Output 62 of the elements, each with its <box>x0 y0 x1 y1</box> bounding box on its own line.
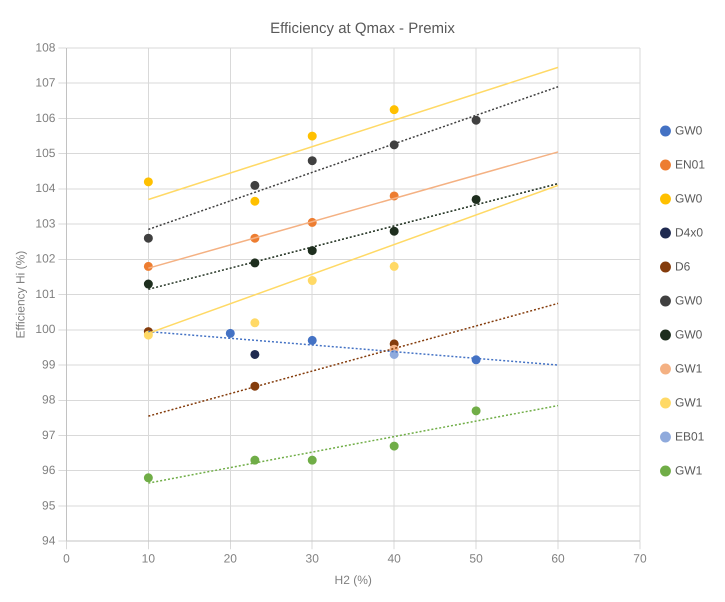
legend-label: D6 <box>674 259 691 274</box>
y-tick-label: 106 <box>35 110 56 125</box>
legend-label: EN01 <box>674 157 706 172</box>
point <box>308 456 317 465</box>
y-tick-label: 98 <box>42 392 56 407</box>
x-tick-label: 50 <box>469 552 484 566</box>
x-tick-label: 20 <box>224 552 238 566</box>
y-tick-label: 97 <box>42 428 56 442</box>
point <box>250 196 260 206</box>
legend-label: GW1 <box>674 361 703 376</box>
legend-label: GW0 <box>674 293 703 308</box>
legend-label: GW1 <box>674 395 703 410</box>
point <box>308 276 317 286</box>
point <box>472 406 481 416</box>
point <box>308 336 317 345</box>
y-tick-label: 101 <box>35 286 56 301</box>
point <box>250 456 260 465</box>
y-tick-label: 94 <box>42 534 56 548</box>
x-tick-label: 70 <box>633 552 647 566</box>
x-tick-label: 10 <box>142 552 156 566</box>
legend-label: D4x0 <box>674 225 704 240</box>
point <box>144 234 153 243</box>
legend-label: GW0 <box>674 123 703 138</box>
point <box>472 194 481 204</box>
point <box>390 442 399 451</box>
point <box>144 280 153 289</box>
y-tick-label: 103 <box>35 216 56 230</box>
legend-label: EB01 <box>674 429 705 444</box>
y-tick-label: 104 <box>35 181 56 196</box>
point <box>390 105 399 114</box>
point <box>472 116 481 125</box>
x-tick-label: 60 <box>551 552 566 566</box>
y-axis-title: Efficiency Hi (%) <box>14 250 28 338</box>
legend-label: GW1 <box>674 463 703 478</box>
x-axis-title: H2 (%) <box>334 573 372 588</box>
point <box>390 262 399 271</box>
y-tick-label: 105 <box>35 146 56 160</box>
point <box>144 177 153 186</box>
point <box>226 328 235 338</box>
point <box>250 350 260 359</box>
legend-label: GW0 <box>674 191 703 206</box>
point <box>390 226 399 236</box>
point <box>250 382 260 391</box>
point <box>250 318 260 328</box>
x-tick-label: 40 <box>387 552 402 566</box>
legend-label: GW0 <box>674 327 703 342</box>
y-tick-label: 100 <box>35 322 56 336</box>
chart-title: Efficiency at Qmax - Premix <box>270 20 456 38</box>
point <box>250 180 260 190</box>
y-tick-label: 99 <box>42 357 56 372</box>
y-tick-label: 108 <box>35 40 56 54</box>
y-tick-label: 96 <box>42 463 56 478</box>
point <box>390 350 399 359</box>
y-tick-label: 107 <box>35 76 56 90</box>
y-tick-label: 95 <box>42 498 56 512</box>
point <box>308 246 317 256</box>
point <box>308 132 317 141</box>
x-tick-label: 30 <box>306 552 320 566</box>
x-tick-label: 0 <box>63 552 70 566</box>
point <box>144 473 153 482</box>
y-tick-label: 102 <box>35 252 56 266</box>
point <box>308 156 317 166</box>
